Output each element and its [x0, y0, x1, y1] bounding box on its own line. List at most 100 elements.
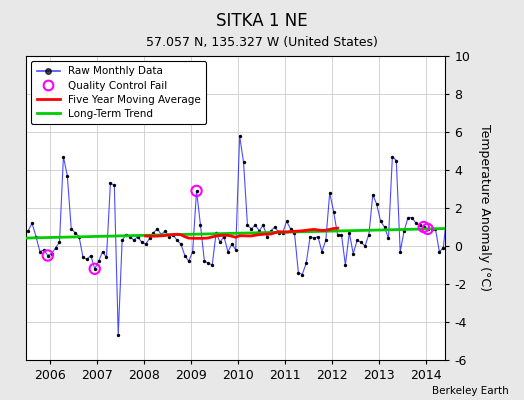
Text: SITKA 1 NE: SITKA 1 NE [216, 12, 308, 30]
Point [110, 182, 118, 188]
Point [337, 231, 346, 238]
Text: 57.057 N, 135.327 W (United States): 57.057 N, 135.327 W (United States) [146, 36, 378, 49]
Point [71, 230, 79, 236]
Point [275, 230, 283, 236]
Point [404, 214, 412, 221]
Point [86, 252, 95, 259]
Point [122, 231, 130, 238]
Point [376, 218, 385, 224]
Point [169, 231, 177, 238]
Point [294, 270, 302, 276]
Point [416, 222, 424, 228]
Point [204, 260, 213, 266]
Point [212, 230, 220, 236]
Point [216, 239, 224, 245]
Point [220, 233, 228, 240]
Y-axis label: Temperature Anomaly (°C): Temperature Anomaly (°C) [478, 124, 491, 292]
Point [286, 226, 294, 232]
Point [365, 231, 373, 238]
Point [314, 233, 322, 240]
Point [75, 233, 83, 240]
Point [232, 246, 240, 253]
Point [243, 222, 252, 228]
Point [392, 157, 400, 164]
Point [184, 258, 193, 264]
Point [181, 252, 189, 259]
Point [361, 243, 369, 249]
Point [59, 154, 68, 160]
Point [388, 154, 397, 160]
Point [330, 209, 338, 215]
Point [380, 224, 389, 230]
Point [56, 239, 64, 245]
Point [357, 239, 365, 245]
Point [423, 226, 432, 232]
Point [306, 233, 314, 240]
Point [67, 226, 75, 232]
Point [251, 222, 259, 228]
Point [114, 332, 123, 338]
Point [255, 228, 264, 234]
Point [420, 224, 428, 230]
Point [373, 201, 381, 207]
Point [322, 237, 330, 244]
Point [290, 230, 299, 236]
Point [43, 252, 52, 259]
Point [224, 248, 232, 255]
Point [431, 226, 440, 232]
Point [126, 233, 134, 240]
Point [247, 226, 256, 232]
Point [341, 262, 350, 268]
Point [447, 210, 455, 217]
Point [368, 192, 377, 198]
Point [157, 231, 166, 238]
Point [428, 226, 436, 232]
Point [51, 245, 60, 251]
Point [333, 231, 342, 238]
Point [412, 220, 420, 226]
Point [141, 241, 150, 247]
Point [282, 218, 291, 224]
Point [271, 224, 279, 230]
Point [400, 228, 408, 234]
Point [24, 228, 32, 234]
Point [318, 248, 326, 255]
Point [189, 248, 197, 255]
Point [423, 226, 432, 232]
Point [349, 250, 357, 257]
Point [196, 222, 205, 228]
Point [106, 180, 115, 186]
Point [439, 245, 447, 251]
Point [91, 266, 99, 272]
Point [145, 235, 154, 242]
Point [40, 246, 48, 253]
Point [435, 248, 443, 255]
Point [43, 252, 52, 259]
Point [325, 190, 334, 196]
Point [134, 233, 142, 240]
Point [192, 188, 201, 194]
Point [102, 254, 111, 261]
Point [263, 233, 271, 240]
Point [32, 233, 40, 240]
Point [48, 250, 56, 257]
Point [91, 266, 99, 272]
Point [235, 133, 244, 139]
Point [137, 239, 146, 245]
Point [310, 235, 318, 242]
Point [130, 237, 138, 244]
Point [63, 172, 71, 179]
Point [279, 230, 287, 236]
Point [384, 235, 392, 242]
Point [28, 220, 36, 226]
Point [420, 224, 428, 230]
Point [408, 214, 416, 221]
Point [36, 248, 44, 255]
Point [149, 230, 158, 236]
Point [396, 248, 405, 255]
Point [267, 228, 275, 234]
Point [118, 237, 126, 244]
Point [227, 241, 236, 247]
Point [451, 207, 459, 213]
Point [165, 233, 173, 240]
